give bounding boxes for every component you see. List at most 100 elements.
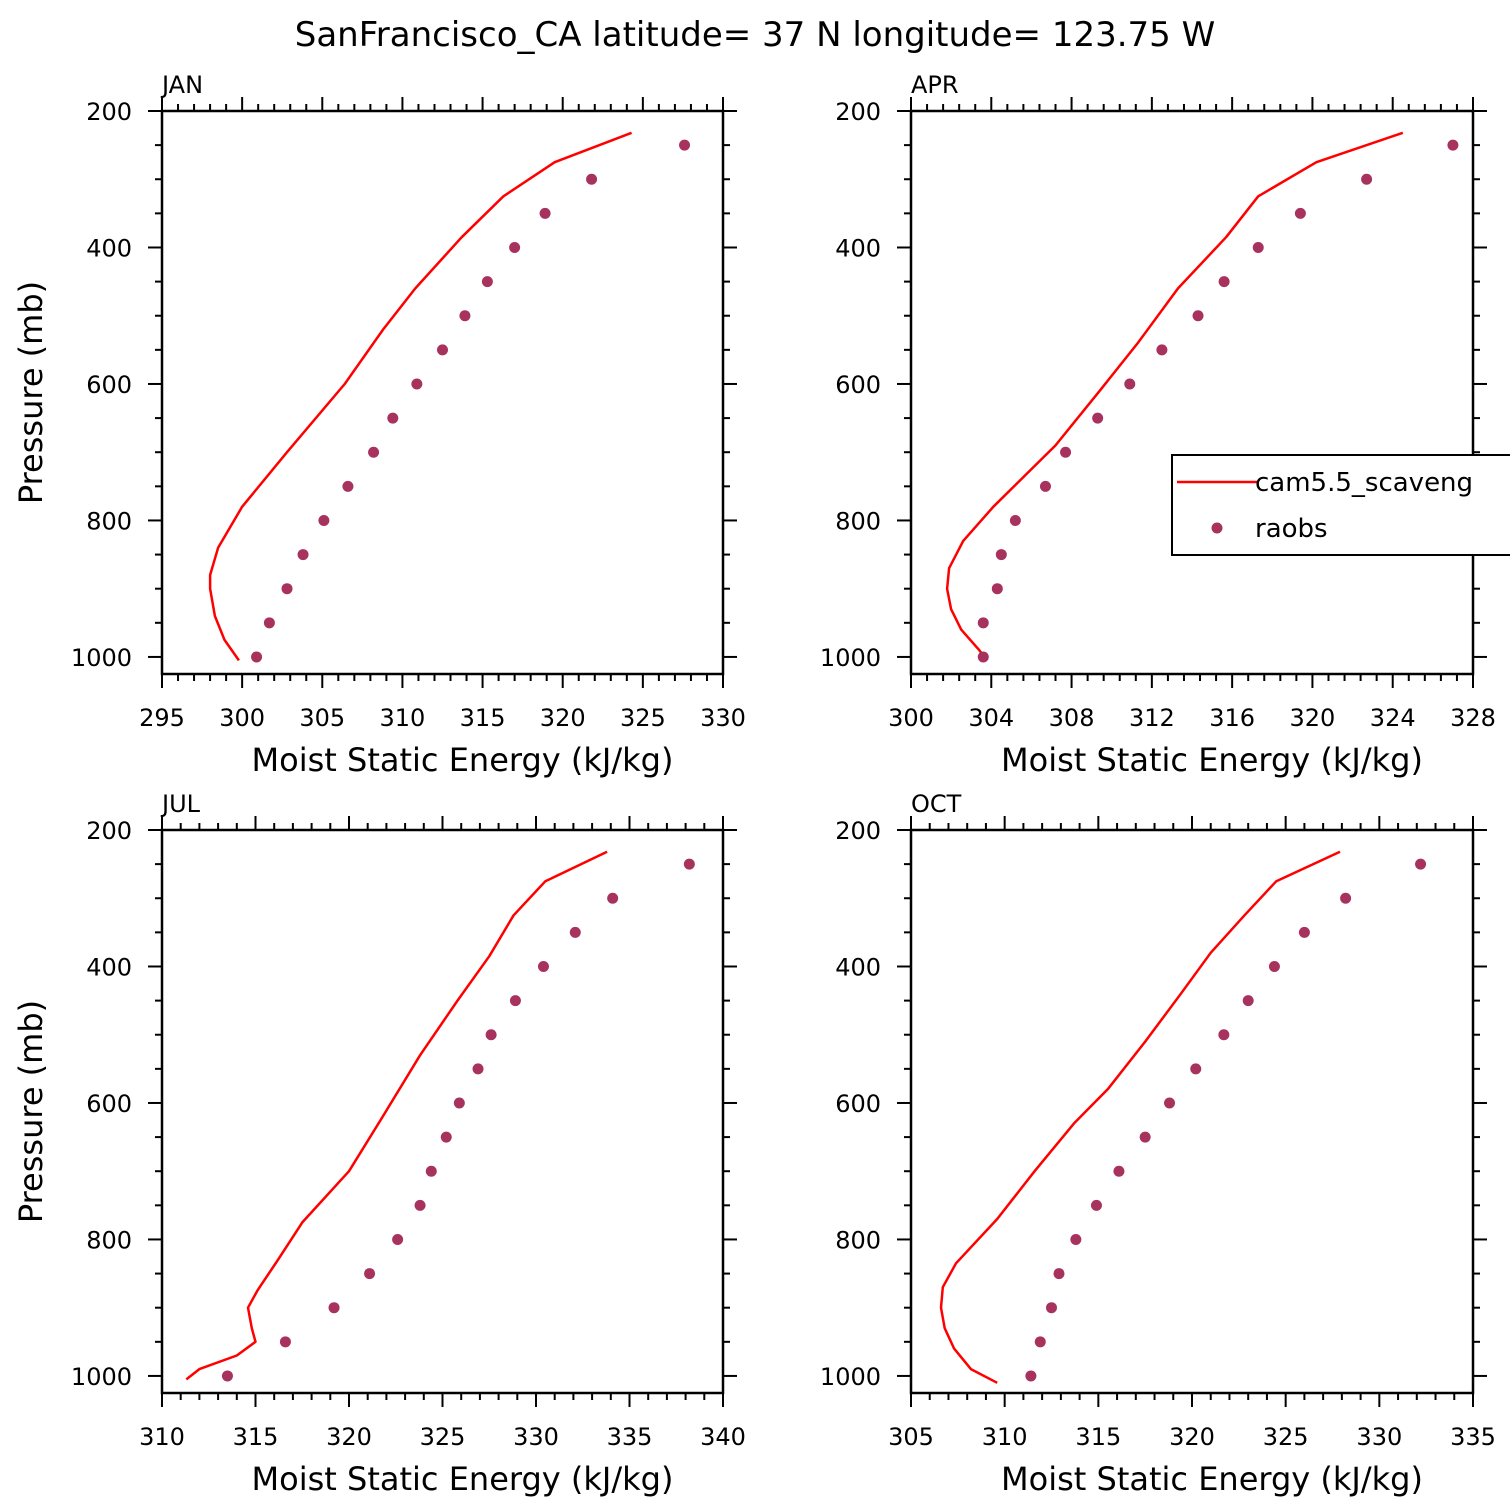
- panel-jul-x-tick-label: 330: [513, 1423, 559, 1451]
- panel-oct-x-tick-label: 315: [1075, 1423, 1121, 1451]
- figure-title: SanFrancisco_CA latitude= 37 N longitude…: [295, 15, 1216, 55]
- panel-jan-y-tick-label: 800: [86, 507, 132, 535]
- panel-oct: 305 310 315 320 325 330 335 200 400 600 800 1000 OCT…: [820, 790, 1496, 1498]
- panel-apr-frame: [909, 109, 1475, 676]
- panel-apr-raobs-point: [1092, 412, 1104, 424]
- panel-apr-x-axis-label: Moist Static Energy (kJ/kg): [1001, 741, 1423, 779]
- panel-jan-raobs-point: [297, 549, 309, 561]
- panels: 295 300 305 310 315 320 325 330 200 400 600 800 1000…: [12, 71, 1510, 1498]
- panel-jan-raobs-point: [251, 651, 263, 663]
- panel-apr-raobs-point: [1156, 344, 1168, 356]
- panel-oct-raobs-point: [1415, 858, 1427, 870]
- legend-label-model: cam5.5_scaveng: [1255, 468, 1473, 498]
- panel-apr-series-cam5-5-scaveng-line: [945, 131, 1404, 662]
- panel-jan-raobs-point: [509, 241, 521, 253]
- panel-jul-raobs-point: [392, 1233, 404, 1245]
- panel-jul-raobs-point: [683, 858, 695, 870]
- panel-oct-series-cam5-5-scaveng-line: [939, 850, 1341, 1384]
- panel-oct-x-tick-label: 330: [1356, 1423, 1402, 1451]
- panel-jan-raobs-point: [586, 173, 598, 185]
- panel-oct-raobs-point: [1298, 926, 1310, 938]
- panel-oct-raobs-point: [1025, 1370, 1037, 1382]
- panel-apr-x-tick-label: 320: [1290, 704, 1336, 732]
- panel-jan-x-tick-label: 320: [540, 704, 586, 732]
- panel-jan-x-tick-label: 295: [139, 704, 185, 732]
- panel-apr-raobs-point: [1060, 446, 1072, 458]
- panel-apr-raobs-point: [1252, 241, 1264, 253]
- panel-apr-raobs-point: [1039, 480, 1051, 492]
- panel-oct-x-tick-label: 310: [982, 1423, 1028, 1451]
- panel-jan-x-tick-label: 300: [219, 704, 265, 732]
- panel-oct-x-tick-label: 320: [1169, 1423, 1215, 1451]
- panel-jan-raobs-point: [342, 480, 354, 492]
- panel-apr-x-tick-label: 316: [1209, 704, 1255, 732]
- panel-jan-raobs-point: [459, 310, 471, 322]
- panel-oct-label: OCT: [911, 790, 962, 818]
- panel-apr-y-tick-label: 1000: [820, 644, 881, 672]
- panel-oct-raobs-point: [1034, 1336, 1046, 1348]
- panel-jan: 295 300 305 310 315 320 325 330 200 400 600 800 1000…: [12, 71, 746, 779]
- panel-jul-raobs-point: [472, 1063, 484, 1075]
- panel-jul-y-tick-label: 600: [86, 1090, 132, 1118]
- panel-oct-x-tick-label: 335: [1450, 1423, 1496, 1451]
- panel-oct-x-axis-label: Moist Static Energy (kJ/kg): [1001, 1460, 1423, 1498]
- panel-oct-raobs-point: [1139, 1131, 1151, 1143]
- legend-dot-swatch: [1211, 522, 1223, 534]
- panel-jan-raobs-point: [481, 276, 493, 288]
- panel-jul-x-tick-label: 320: [326, 1423, 372, 1451]
- panel-apr-y-tick-label: 200: [835, 98, 881, 126]
- panel-jul-x-axis-label: Moist Static Energy (kJ/kg): [252, 1460, 674, 1498]
- panel-jan-x-tick-label: 310: [380, 704, 426, 732]
- panel-apr-label: APR: [911, 71, 959, 99]
- panel-jan-frame: [160, 109, 725, 676]
- panel-jul-y-tick-label: 200: [86, 817, 132, 845]
- panel-jul-y-tick-label: 400: [86, 953, 132, 981]
- panel-oct-raobs-point: [1113, 1165, 1125, 1177]
- panel-jul: 310 315 320 325 330 335 340 200 400 600 800 1000 JUL…: [12, 790, 746, 1498]
- panel-oct-y-tick-label: 400: [835, 953, 881, 981]
- panel-oct-x-tick-label: 325: [1263, 1423, 1309, 1451]
- panel-jul-x-tick-label: 340: [700, 1423, 746, 1451]
- panel-apr-raobs-point: [1009, 514, 1021, 526]
- panel-jul-x-tick-label: 335: [607, 1423, 653, 1451]
- panel-jan-raobs-point: [318, 514, 330, 526]
- panel-oct-y-tick-label: 600: [835, 1090, 881, 1118]
- panel-apr-raobs-point: [1192, 310, 1204, 322]
- panel-oct-y-tick-label: 800: [835, 1226, 881, 1254]
- panel-jan-raobs-point: [368, 446, 380, 458]
- panel-jul-raobs-point: [328, 1302, 340, 1314]
- panel-jul-raobs-point: [569, 926, 581, 938]
- panel-jul-raobs-point: [279, 1336, 291, 1348]
- panel-jan-y-tick-label: 400: [86, 234, 132, 262]
- panel-apr-raobs-point: [977, 617, 989, 629]
- panel-apr: 300 304 308 312 316 320 324 328 200 400 600 800 1000…: [820, 71, 1496, 779]
- legend-label-raobs: raobs: [1255, 514, 1328, 544]
- panel-apr-plot-area: [945, 131, 1459, 663]
- panel-apr-x-tick-label: 300: [888, 704, 934, 732]
- panel-apr-x-tick-label: 328: [1450, 704, 1496, 732]
- panel-jan-x-axis-label: Moist Static Energy (kJ/kg): [252, 741, 674, 779]
- panel-jan-plot-area: [208, 131, 691, 663]
- panel-apr-x-tick-label: 324: [1370, 704, 1416, 732]
- panel-apr-x-tick-label: 304: [968, 704, 1014, 732]
- panel-jul-raobs-point: [425, 1165, 437, 1177]
- panel-oct-plot-area: [939, 850, 1427, 1384]
- panel-oct-raobs-point: [1053, 1268, 1065, 1280]
- panel-jul-raobs-point: [537, 960, 549, 972]
- panel-apr-y-tick-label: 400: [835, 234, 881, 262]
- panel-jul-plot-area: [185, 850, 695, 1382]
- panel-oct-y-tick-label: 200: [835, 817, 881, 845]
- panel-apr-x-tick-label: 312: [1129, 704, 1175, 732]
- panel-apr-raobs-point: [1447, 139, 1459, 151]
- panel-apr-raobs-point: [995, 549, 1007, 561]
- panel-jul-raobs-point: [221, 1370, 233, 1382]
- panel-oct-raobs-point: [1242, 995, 1254, 1007]
- panel-jan-x-tick-label: 330: [700, 704, 746, 732]
- panel-apr-y-tick-label: 800: [835, 507, 881, 535]
- panel-jan-y-tick-label: 600: [86, 371, 132, 399]
- panel-jul-raobs-point: [453, 1097, 465, 1109]
- panel-apr-y-tick-label: 600: [835, 371, 881, 399]
- panel-jul-x-tick-label: 325: [420, 1423, 466, 1451]
